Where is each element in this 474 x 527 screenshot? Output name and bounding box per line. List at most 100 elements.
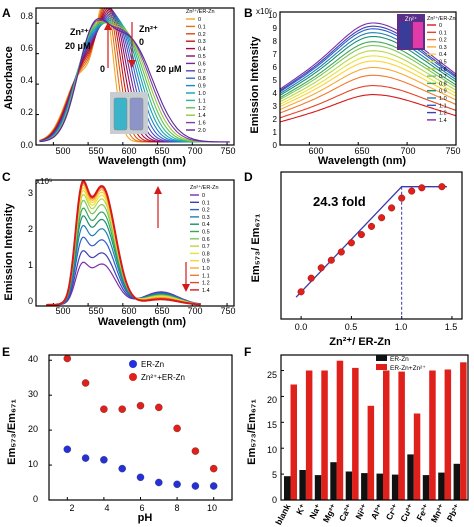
panel-c-ytick: 2 <box>28 224 33 234</box>
panel-e-xlabel: pH <box>138 512 153 524</box>
panel-f-bar <box>314 475 322 500</box>
panel-f-category-label: Ca²⁺ <box>337 502 355 523</box>
panel-e: E Em₅₇₃/Em₆₇₁ pH 0 10 20 30 40 2 4 6 8 1… <box>2 345 233 524</box>
panel-a-arrow-down-head <box>128 60 136 68</box>
panel-b-inset-label: Zn²⁺ <box>405 16 417 23</box>
panel-a-series-line <box>39 17 230 143</box>
panel-d-xtick-labels: 0.0 0.5 1.0 1.5 <box>295 322 458 332</box>
panel-a-legend-title: Zn²⁺/ER-Zn <box>186 8 215 15</box>
panel-b-ytick: 0 <box>273 141 278 150</box>
legend-label: 1.0 <box>202 266 210 272</box>
panel-d-point <box>297 288 305 296</box>
panel-c-multiplier: x10⁵ <box>36 177 52 186</box>
legend-label: 1.1 <box>198 98 206 104</box>
panel-f-legend-swatch-er-zn-zn <box>376 364 387 370</box>
legend-label: 1.1 <box>439 103 447 109</box>
panel-a-xtick: 500 <box>55 146 70 156</box>
panel-f-legend-label: ER-Zn <box>390 356 409 363</box>
panel-f-bar <box>407 454 414 500</box>
panel-b-curves <box>279 22 457 145</box>
legend-label: 0 <box>198 17 201 23</box>
panel-f-bar <box>413 413 421 500</box>
panel-a-xlabel: Wavelength (nm) <box>98 155 187 167</box>
panel-a-frame <box>35 7 235 146</box>
panel-b-series-line <box>279 60 457 108</box>
panel-f-ytick: 15 <box>267 420 277 430</box>
panel-f-bar <box>361 473 368 500</box>
panel-b-cuvette-left <box>400 22 410 48</box>
panel-d-plot <box>295 183 453 319</box>
panel-a-xtick: 550 <box>88 146 103 156</box>
panel-b-ytick: 8 <box>273 37 278 46</box>
panel-e-point <box>173 424 181 433</box>
panel-e-point <box>155 478 163 487</box>
panel-f-category-label: K⁺ <box>294 502 308 517</box>
panel-e-point <box>136 401 145 410</box>
panel-e-ytick: 30 <box>28 389 38 399</box>
panel-a-ytick: 0.2 <box>20 107 33 117</box>
panel-c-ytick: 1 <box>28 260 33 270</box>
panel-a-ytick: 0.6 <box>20 43 33 53</box>
panel-b-ytick: 5 <box>273 76 278 85</box>
panel-c-series-line <box>46 215 201 306</box>
panel-f-bar <box>330 462 337 500</box>
panel-e-frame <box>48 354 233 501</box>
panel-a-ann-right-3: 20 μM <box>156 64 182 74</box>
panel-a-ann-left-2: 20 μM <box>65 41 91 51</box>
panel-f-bar <box>367 405 375 501</box>
panel-c-xtick: 600 <box>121 306 136 316</box>
legend-label: 0.1 <box>202 200 210 206</box>
panel-d-point <box>398 194 406 202</box>
legend-label: 0.2 <box>198 32 206 38</box>
panel-e-point <box>173 480 181 489</box>
legend-label: 0.3 <box>202 215 210 221</box>
panel-c-xtick: 550 <box>88 306 103 316</box>
panel-f-bar <box>391 474 399 500</box>
panel-a-vials-photo <box>110 92 148 134</box>
panel-b: B x10⁵ Emission Intensity Wavelength (nm… <box>244 6 461 167</box>
panel-d-xlabel: Zn²⁺/ ER-Zn <box>329 336 391 348</box>
panel-e-point <box>81 379 90 387</box>
panel-d-point <box>418 184 426 192</box>
panel-d-point <box>317 264 325 272</box>
legend-label: 0.5 <box>198 54 206 60</box>
panel-d-point <box>307 274 315 282</box>
panel-d-point <box>367 222 376 230</box>
panel-a-ytick-labels: 0.0 0.2 0.4 0.6 0.8 <box>20 11 33 150</box>
legend-label: 1.0 <box>198 91 206 97</box>
panel-e-xtick: 10 <box>207 503 217 513</box>
panel-e-ylabel: Em₅₇₃/Em₆₇₁ <box>6 399 18 465</box>
panel-c-legend: 00.1 0.20.30.4 0.50.60.70.8 0.91.01.1 1.21.4 <box>190 193 210 294</box>
panel-f-bar <box>444 369 452 500</box>
panel-c-ytick: 3 <box>28 188 33 198</box>
panel-b-xtick: 700 <box>400 146 415 156</box>
panel-a-ann-left-3: 0 <box>100 64 105 74</box>
panel-a-ytick: 0.4 <box>20 75 33 85</box>
panel-b-series-line <box>279 35 457 96</box>
panel-b-series-line <box>279 55 457 105</box>
panel-f-bar <box>299 470 306 500</box>
panel-d-point <box>408 187 416 195</box>
panel-a-arrow-up-head <box>104 22 112 30</box>
legend-label: 0 <box>439 23 442 29</box>
panel-e-point <box>209 464 218 473</box>
panel-b-ytick: 6 <box>273 63 278 72</box>
panel-c-xtick: 750 <box>220 306 235 316</box>
panel-c-curves <box>46 179 228 306</box>
panel-f-bar <box>305 370 313 500</box>
panel-f-category-label: blank <box>273 502 292 527</box>
panel-b-series-line <box>279 32 457 95</box>
panel-f-bar <box>376 473 383 500</box>
panel-f-bar <box>422 475 430 500</box>
panel-f-ytick: 0 <box>272 495 277 505</box>
panel-b-legend-title: Zn²⁺/ER-Zn <box>427 15 456 22</box>
panel-a-xtick: 750 <box>220 146 235 156</box>
panel-e-ytick-labels: 0 10 20 30 40 <box>28 354 38 504</box>
legend-label: 0.8 <box>198 76 206 82</box>
panel-c-ylabel: Emission Intensity <box>3 203 15 301</box>
panel-c-xtick: 650 <box>154 306 169 316</box>
panel-b-xlabel: Wavelength (nm) <box>318 155 407 167</box>
panel-a-legend: 00.1 0.20.3 0.40.50.6 0.70.8 0.91.01.1 1.21.4… <box>186 17 206 134</box>
panel-letter-d: D <box>244 170 253 184</box>
